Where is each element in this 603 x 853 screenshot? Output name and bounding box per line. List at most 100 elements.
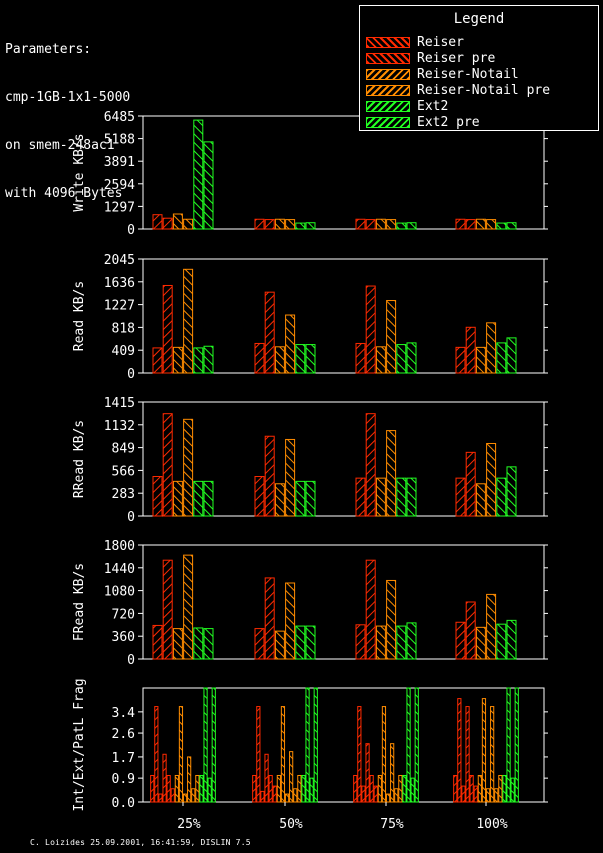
bar [465,326,476,374]
bar [469,774,474,803]
bar [203,141,214,230]
bar [305,480,316,517]
bar [398,774,403,803]
bar [162,284,173,374]
legend-label: Ext2 [417,99,449,114]
bar [486,442,497,517]
bar [475,626,486,660]
bar [365,743,370,803]
bar [475,218,486,230]
bar [289,751,294,803]
bar [355,218,366,230]
bar [313,687,318,803]
bar [455,477,466,517]
legend-swatch [366,101,410,112]
legend-label: Reiser [417,35,464,50]
bar [195,774,200,803]
bar [386,300,397,374]
bar [406,622,417,660]
bar [264,291,275,374]
bar [152,347,163,374]
bar [406,222,417,230]
bar [465,451,476,517]
bar [373,785,378,803]
bar [375,218,386,230]
bar [170,788,175,803]
bar [150,774,155,803]
parameters-line: on smem-248ac1 [5,138,115,153]
bar [386,219,397,230]
bar [252,774,257,803]
bar [465,219,476,230]
legend-swatch [366,85,410,96]
legend-box: Legend Reiser Reiser pre Reiser-Notail R… [359,5,599,131]
bar [506,619,517,660]
y-axis-label: FRead KB/s [72,563,87,641]
y-axis-label: Read KB/s [72,281,87,351]
y-tick-label: 6485 [104,110,135,125]
bar [309,777,314,803]
bar [486,593,497,660]
bar [274,218,285,230]
legend-label: Reiser pre [417,51,496,66]
bar [260,790,265,803]
y-tick-label: 0 [127,510,135,525]
bar [284,793,290,803]
bar [514,687,519,803]
y-tick-label: 1636 [104,276,135,291]
bar [295,344,306,374]
legend-item-ext2-pre: Ext2 pre [366,115,480,130]
bar [506,222,517,230]
y-tick-label: 818 [112,321,135,336]
y-tick-label: 283 [112,487,135,502]
bar [285,438,296,517]
footer-credit: C. Loizides 25.09.2001, 16:41:59, DISLIN… [30,838,251,847]
bar [162,559,173,660]
bar [297,774,302,803]
bar [152,624,163,660]
y-axis-label: RRead KB/s [72,420,87,498]
bar [285,219,296,230]
y-tick-label: 1440 [104,562,135,577]
y-tick-label: 409 [112,344,135,359]
legend-swatch [366,69,410,80]
bar [410,777,415,803]
bar [183,554,194,660]
plot-frame [142,544,545,660]
bar [406,342,417,374]
bar [396,625,407,660]
bar [264,435,275,517]
legend-item-reiser-pre: Reiser pre [366,51,495,66]
y-axis-label: Write KB/s [72,133,87,211]
bar [414,687,419,803]
bar [386,430,397,517]
bar [305,344,316,374]
y-tick-label: 2.6 [112,727,135,742]
legend-swatch [366,37,410,48]
bar [207,777,212,803]
bar [183,418,194,517]
bar [361,785,366,803]
legend-label: Reiser-Notail [417,67,519,82]
bar [254,628,265,660]
bar [486,322,497,374]
bar [254,218,265,230]
bar [481,698,487,803]
bar [203,628,214,660]
bar [152,476,163,517]
y-tick-label: 2594 [104,178,135,193]
parameters-line: Parameters: [5,42,92,57]
y-tick-label: 0 [127,367,135,382]
bar [268,774,273,803]
bar [158,793,163,803]
bar [365,219,376,230]
bar [455,346,466,374]
bar [375,346,386,374]
bar [502,774,507,803]
bar [211,687,216,803]
bar [172,346,183,374]
bar [353,774,358,803]
bar [274,483,285,517]
bar [375,477,386,517]
